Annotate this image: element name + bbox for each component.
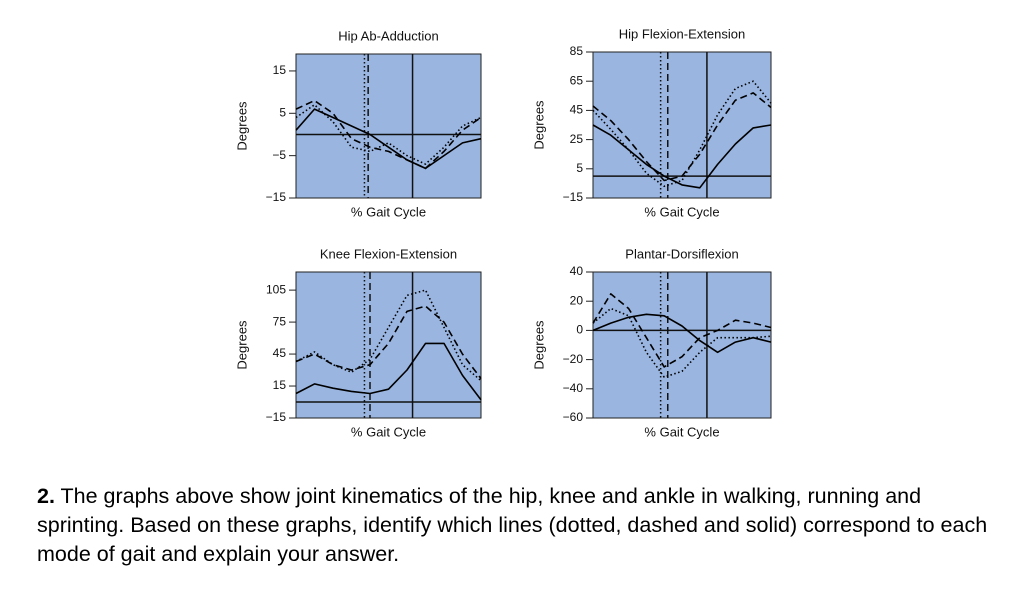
y-tick-label: 25 <box>570 132 584 146</box>
y-tick-label: 5 <box>576 161 583 175</box>
y-tick-label: 0 <box>576 323 583 337</box>
plot-area <box>592 51 772 199</box>
gait-line <box>295 342 482 401</box>
y-axis-label: Degrees <box>531 320 546 370</box>
figure: Hip Ab-Adduction % Gait Cycle Degrees −15 −5… <box>234 26 772 439</box>
y-tick-label: 15 <box>273 378 287 392</box>
x-axis-label: % Gait Cycle <box>644 204 719 219</box>
y-axis-label: Degrees <box>234 101 249 151</box>
y-tick-label: −60 <box>563 410 584 424</box>
y-tick-label: 40 <box>570 264 584 278</box>
plot-area <box>592 271 772 419</box>
y-tick-label: 20 <box>570 293 584 307</box>
gait-line <box>592 92 772 182</box>
y-tick-label: −15 <box>266 410 287 424</box>
chart-title: Hip Ab-Adduction <box>338 28 438 43</box>
y-tick-label: 15 <box>273 63 287 77</box>
chart-title: Knee Flexion-Extension <box>320 246 457 261</box>
y-tick-label: −20 <box>563 352 584 366</box>
y-tick-label: 5 <box>279 105 286 119</box>
y-tick-label: 75 <box>273 314 287 328</box>
y-axis-label: Degrees <box>234 320 249 370</box>
gait-line <box>295 108 482 170</box>
gait-line <box>592 313 772 354</box>
y-tick-label: 65 <box>570 73 584 87</box>
y-tick-label: 105 <box>266 282 286 296</box>
y-tick-label: −15 <box>563 190 584 204</box>
gait-line <box>592 307 772 378</box>
chart-title: Plantar-Dorsiflexion <box>625 246 738 261</box>
y-tick-label: −5 <box>272 148 286 162</box>
gait-line <box>592 80 772 188</box>
chart-title: Hip Flexion-Extension <box>619 26 745 41</box>
gait-line <box>592 124 772 189</box>
plot-area <box>295 53 482 199</box>
y-tick-label: −40 <box>563 381 584 395</box>
y-tick-label: 85 <box>570 44 584 58</box>
x-axis-label: % Gait Cycle <box>351 424 426 439</box>
question: 2. The graphs above show joint kinematic… <box>37 482 997 569</box>
gait-line <box>295 99 482 170</box>
x-axis-label: % Gait Cycle <box>351 204 426 219</box>
x-axis-label: % Gait Cycle <box>644 424 719 439</box>
plot-area <box>295 271 482 419</box>
y-tick-label: −15 <box>266 190 287 204</box>
question-text: The graphs above show joint kinematics o… <box>37 484 988 566</box>
y-tick-label: 45 <box>273 346 287 360</box>
y-tick-label: 45 <box>570 103 584 117</box>
y-axis-label: Degrees <box>531 100 546 150</box>
question-number: 2. <box>37 484 55 508</box>
gait-line <box>592 293 772 368</box>
